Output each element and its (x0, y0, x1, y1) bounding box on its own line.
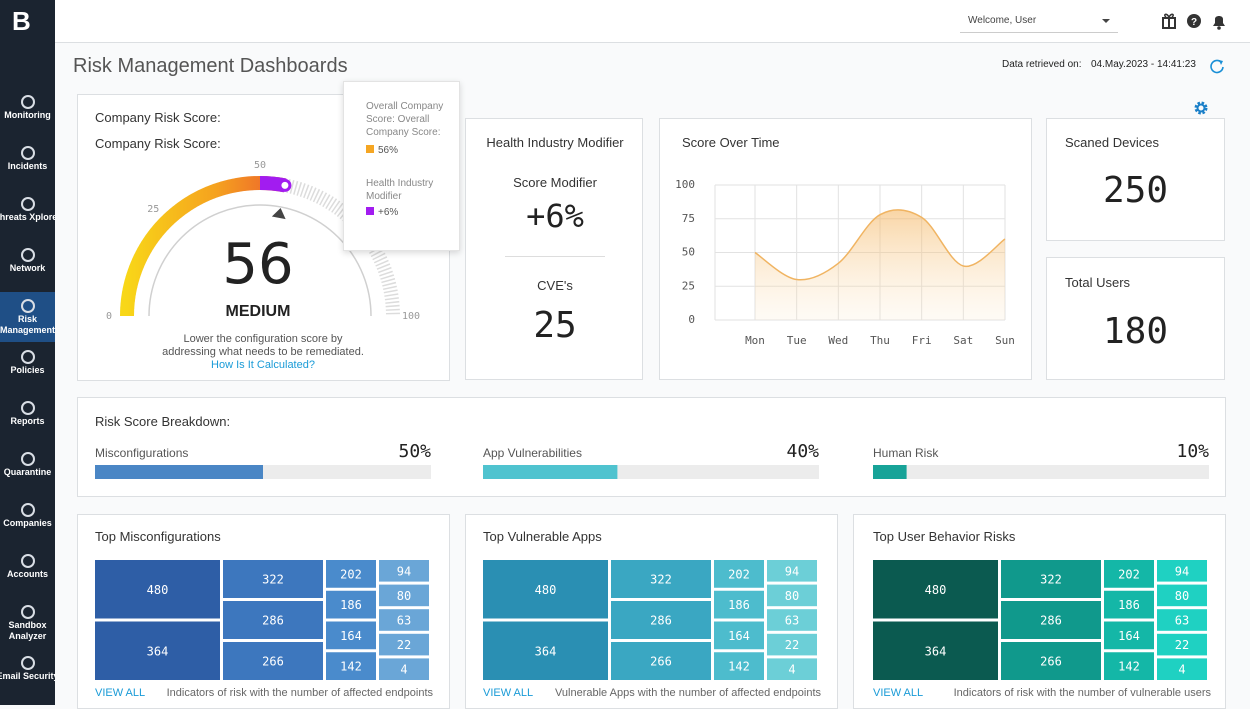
devices-value: 250 (1102, 170, 1169, 211)
nav-icon (21, 350, 35, 364)
nav-item[interactable]: Sandbox Analyzer (0, 598, 55, 648)
card-title: Top User Behavior Risks (873, 529, 1016, 544)
gauge-note: Lower the configuration score by address… (158, 333, 368, 372)
card-title: Health Industry Modifier (486, 135, 624, 150)
bar-value: 50% (398, 441, 431, 462)
nav-label: Quarantine (3, 467, 52, 477)
header (55, 0, 1250, 43)
nav-icon (21, 248, 35, 262)
nav-item[interactable]: Reports (0, 394, 55, 444)
nav-item[interactable]: Monitoring (0, 88, 55, 138)
settings-icon[interactable] (1193, 100, 1209, 116)
nav-label: Monitoring (4, 110, 51, 120)
card-title: Top Misconfigurations (95, 529, 221, 544)
score-modifier-label: Score Modifier (513, 175, 597, 190)
bar-value: 40% (786, 441, 819, 462)
treemap-note: Indicators of risk with the number of af… (166, 687, 433, 699)
treemap-note: Vulnerable Apps with the number of affec… (554, 687, 821, 699)
tooltip-overall-name: Overall Company Score: Overall Company S… (366, 101, 444, 138)
nav-icon (21, 452, 35, 466)
treemap-note: Indicators of risk with the number of vu… (953, 687, 1211, 699)
nav-icon (21, 605, 35, 619)
view-all-link[interactable]: VIEW ALL (483, 687, 534, 699)
view-all-link[interactable]: VIEW ALL (95, 687, 146, 699)
nav-icon (21, 503, 35, 517)
card-title: Total Users (1065, 275, 1131, 290)
tooltip-modifier-name: Health Industry Modifier (366, 178, 434, 202)
card-title: Risk Score Breakdown: (95, 414, 231, 429)
retrieved-label: Data retrieved on: (1002, 59, 1082, 70)
card-title: Scaned Devices (1065, 135, 1159, 150)
bar-name: App Vulnerabilities (483, 446, 582, 460)
nav-label: Email Security (0, 671, 55, 681)
users-card (1046, 257, 1225, 380)
nav-item[interactable]: Risk Management (0, 292, 55, 342)
bar-name: Misconfigurations (95, 446, 189, 460)
nav-label: Incidents (7, 161, 48, 171)
breakdown-card (77, 397, 1226, 497)
nav-item[interactable]: Companies (0, 496, 55, 546)
cve-label: CVE's (537, 278, 573, 293)
nav-icon (21, 197, 35, 211)
nav-label: Threats Xplorer (0, 212, 55, 222)
tooltip-overall: 56% (366, 144, 459, 157)
refresh-icon[interactable] (1209, 58, 1225, 74)
nav-icon (21, 146, 35, 160)
card-title: Top Vulnerable Apps (483, 529, 602, 544)
divider (505, 256, 605, 257)
health-modifier-card (465, 118, 643, 380)
nav-item[interactable]: Policies (0, 343, 55, 393)
note-text: Lower the configuration score by address… (162, 333, 364, 358)
bar-value: 10% (1176, 441, 1209, 462)
nav-item[interactable]: Incidents (0, 139, 55, 189)
retrieved-at: 04.May.2023 - 14:41:23 (1091, 59, 1196, 70)
tooltip-modifier: +6% (366, 206, 459, 219)
nav-icon (21, 656, 35, 670)
card-subheading: Company Risk Score: (95, 136, 221, 151)
score-modifier-value: +6% (526, 197, 584, 235)
gift-icon[interactable] (1162, 13, 1176, 29)
card-title: Score Over Time (682, 135, 780, 150)
cve-value: 25 (533, 305, 577, 346)
nav-label: Risk Management (0, 314, 55, 335)
how-calculated-link[interactable]: How Is It Calculated? (211, 359, 315, 371)
nav-icon (21, 299, 35, 313)
user-menu[interactable]: Welcome, User (960, 10, 1118, 33)
svg-text:?: ? (1191, 17, 1197, 28)
logo[interactable]: B (12, 6, 31, 36)
legend-swatch (366, 207, 374, 215)
nav-label: Companies (3, 518, 52, 528)
user-menu-label: Welcome, User (968, 15, 1037, 26)
nav-icon (21, 95, 35, 109)
nav-item[interactable]: Threats Xplorer (0, 190, 55, 240)
tooltip-overall-value: 56% (378, 145, 399, 156)
nav-label: Accounts (6, 569, 48, 579)
dropdown-caret (1102, 19, 1110, 23)
score-over-time-card (659, 118, 1032, 380)
nav-icon (21, 401, 35, 415)
nav-item[interactable]: Email Security (0, 649, 55, 699)
tooltip: Overall Company Score: Overall Company S… (343, 81, 460, 251)
nav-label: Sandbox Analyzer (8, 620, 47, 641)
users-value: 180 (1102, 311, 1169, 352)
nav-icon (21, 554, 35, 568)
bell-icon[interactable] (1213, 16, 1225, 30)
nav-label: Reports (10, 416, 45, 426)
page-title: Risk Management Dashboards (73, 55, 348, 77)
help-icon[interactable]: ? (1187, 14, 1201, 28)
card-heading: Company Risk Score: (95, 110, 221, 125)
devices-card (1046, 118, 1225, 241)
view-all-link[interactable]: VIEW ALL (873, 687, 924, 699)
nav-label: Policies (10, 365, 45, 375)
nav-item[interactable]: Accounts (0, 547, 55, 597)
nav-item[interactable]: Quarantine (0, 445, 55, 495)
sidebar: B Monitoring Incidents Threats Xplorer Netw… (0, 0, 55, 705)
nav-item[interactable]: Network (0, 241, 55, 291)
tooltip-modifier-value: +6% (378, 207, 399, 218)
legend-swatch (366, 145, 374, 153)
bar-name: Human Risk (873, 446, 939, 460)
header-icons: ? (1162, 13, 1225, 30)
nav-label: Network (9, 263, 46, 273)
